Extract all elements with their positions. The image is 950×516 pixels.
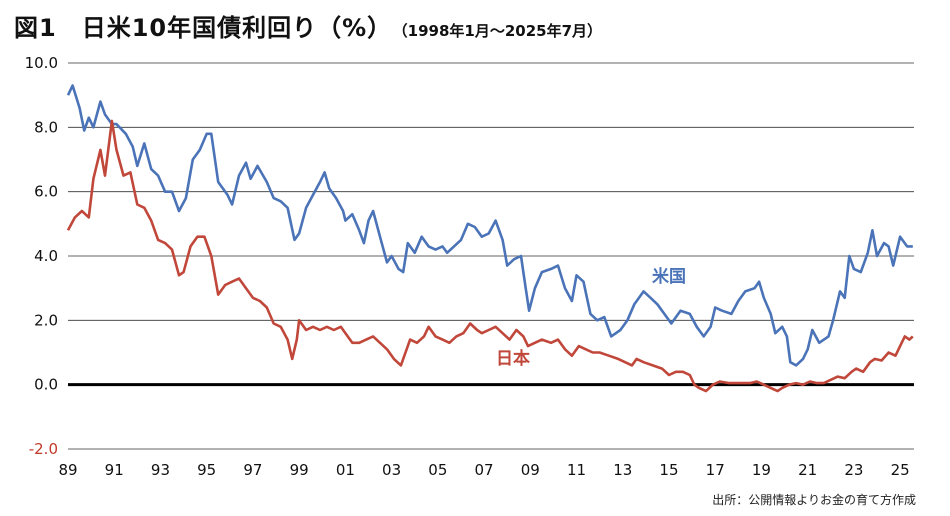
x-tick-label: 89 (58, 461, 77, 479)
x-tick-label: 01 (336, 461, 355, 479)
source-note: 出所：公開情報よりお金の育て方作成 (712, 493, 916, 507)
y-axis-ticks: 10.0 8.0 6.0 4.0 2.0 0.0 -2.0 (25, 54, 58, 458)
x-tick-label: 97 (243, 461, 262, 479)
y-tick-label: 6.0 (34, 183, 58, 201)
series-lines (66, 84, 914, 393)
y-tick-label: 2.0 (34, 311, 58, 329)
y-tick-label: 0.0 (34, 376, 58, 394)
chart-title: 図1 日米10年国債利回り（%） （1998年1月〜2025年7月） (14, 8, 602, 43)
x-tick-label: 93 (151, 461, 170, 479)
y-tick-label: -2.0 (29, 440, 58, 458)
series-label-japan: 日本 (496, 348, 530, 369)
x-tick-label: 15 (659, 461, 678, 479)
series-line-us (66, 84, 913, 367)
x-tick-label: 99 (290, 461, 309, 479)
x-tick-label: 17 (706, 461, 725, 479)
y-tick-label: 4.0 (34, 247, 58, 265)
x-tick-label: 21 (798, 461, 817, 479)
x-axis-ticks: 89 91 93 95 97 99 01 03 05 07 09 11 13 15 17 19 21 23 25 (58, 461, 909, 479)
x-tick-label: 25 (891, 461, 910, 479)
y-tick-label: 8.0 (34, 118, 58, 136)
x-tick-label: 13 (613, 461, 632, 479)
y-tick-label: 10.0 (25, 54, 58, 72)
x-tick-label: 11 (567, 461, 586, 479)
x-tick-label: 23 (844, 461, 863, 479)
chart-title-main: 図1 日米10年国債利回り（%） (14, 14, 393, 42)
x-tick-label: 03 (382, 461, 401, 479)
grid-lines (68, 62, 914, 450)
x-tick-label: 07 (475, 461, 494, 479)
series-label-us: 米国 (652, 266, 686, 287)
series-line-japan (66, 119, 914, 393)
x-tick-label: 09 (521, 461, 540, 479)
x-tick-label: 19 (752, 461, 771, 479)
x-tick-label: 91 (105, 461, 124, 479)
chart-subtitle: （1998年1月〜2025年7月） (400, 22, 603, 40)
x-tick-label: 05 (428, 461, 447, 479)
x-tick-label: 95 (197, 461, 216, 479)
